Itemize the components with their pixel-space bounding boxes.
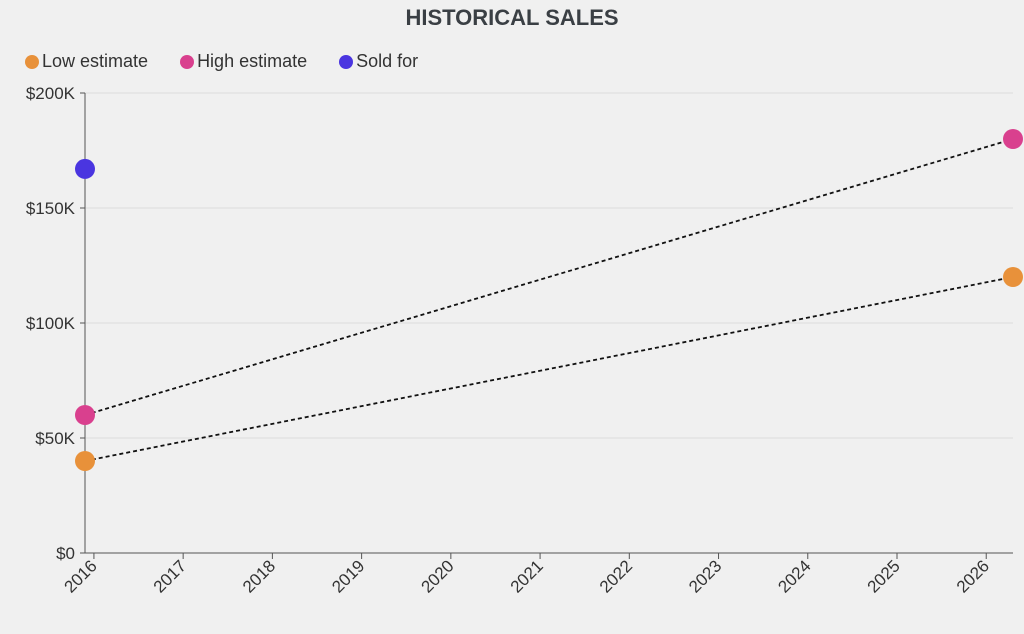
y-tick-label: $0 (56, 544, 75, 563)
legend-item-high-estimate[interactable]: High estimate (180, 51, 307, 72)
legend-swatch-sold-for (339, 54, 354, 69)
chart-title: HISTORICAL SALES (405, 5, 619, 30)
data-point-high-estimate[interactable] (1003, 129, 1023, 149)
x-tick-label: 2018 (239, 556, 279, 596)
y-tick-label: $100K (26, 314, 76, 333)
legend-label-sold-for: Sold for (356, 51, 419, 71)
x-tick-label: 2017 (150, 556, 190, 596)
legend-item-sold-for[interactable]: Sold for (339, 51, 418, 72)
x-tick-label: 2024 (774, 556, 814, 596)
y-tick-label: $50K (35, 429, 75, 448)
legend-item-low-estimate[interactable]: Low estimate (25, 51, 148, 72)
data-point-low-estimate[interactable] (75, 451, 95, 471)
x-tick-label: 2025 (864, 556, 904, 596)
legend-swatch-low-estimate (25, 54, 39, 69)
x-tick-label: 2022 (596, 556, 636, 596)
x-tick-label: 2021 (507, 556, 547, 596)
series-line-low-estimate (84, 276, 1014, 462)
data-point-high-estimate[interactable] (75, 405, 95, 425)
legend-label-low-estimate: Low estimate (42, 51, 149, 71)
x-tick-label: 2026 (953, 556, 993, 596)
legend-label-high-estimate: High estimate (197, 51, 308, 71)
series-line-high-estimate (84, 138, 1014, 416)
chart-legend: Low estimate High estimate Sold for (25, 51, 450, 72)
x-tick-label: 2023 (685, 556, 725, 596)
x-tick-label: 2020 (417, 556, 457, 596)
y-tick-label: $200K (26, 84, 76, 103)
legend-swatch-high-estimate (180, 54, 195, 69)
y-tick-label: $150K (26, 199, 76, 218)
x-tick-label: 2019 (328, 556, 368, 596)
data-point-low-estimate[interactable] (1003, 267, 1023, 287)
data-point-sold-for[interactable] (75, 158, 95, 179)
